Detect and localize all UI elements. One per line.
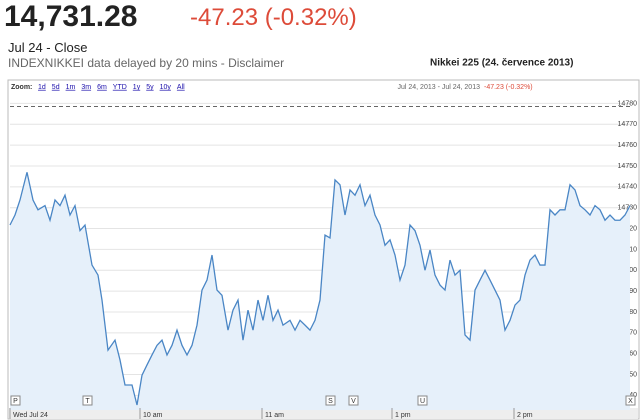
flag[interactable]	[325, 395, 336, 406]
zoom-option[interactable]: 10y	[160, 84, 172, 91]
price: 14,731.28	[4, 0, 138, 33]
flag[interactable]	[82, 395, 93, 406]
x-tick-label: Wed Jul 24	[13, 412, 48, 419]
zoom-label: Zoom:	[11, 84, 32, 91]
zoom-option[interactable]: YTD	[113, 84, 127, 91]
x-tick-label: 11 am	[265, 412, 284, 419]
x-tick-label: 10 am	[143, 412, 163, 419]
chart-title: Nikkei 225 (24. července 2013)	[430, 58, 573, 69]
flag[interactable]	[348, 395, 359, 406]
y-tick-label: 14740	[618, 184, 638, 191]
flag[interactable]	[417, 395, 428, 406]
x-tick-label: 2 pm	[517, 412, 533, 419]
flag-label: P	[13, 398, 18, 405]
zoom-option[interactable]: 6m	[97, 84, 107, 91]
line	[9, 172, 631, 406]
y-tick-label: 14750	[618, 163, 638, 170]
flag-label: T	[85, 398, 90, 405]
y-tick-label: 14780	[618, 100, 638, 107]
status: Jul 24 - Close	[8, 40, 88, 55]
zoom-option[interactable]: 1d	[38, 84, 46, 91]
zoom-option[interactable]: 1m	[66, 84, 76, 91]
zoom-option[interactable]: All	[177, 84, 185, 91]
flag-label: S	[328, 398, 333, 405]
y-tick-label: 14730	[618, 205, 638, 212]
y-tick-label: 14760	[618, 142, 638, 149]
price-change: -47.23 (-0.32%)	[190, 4, 357, 31]
flag-label: V	[351, 398, 356, 405]
flag[interactable]	[10, 395, 21, 406]
zoom-option[interactable]: 5y	[146, 84, 154, 91]
x-tick-label: 1 pm	[395, 412, 411, 419]
range-change: -47.23 (-0.32%)	[484, 84, 533, 91]
delay-note[interactable]: INDEXNIKKEI data delayed by 20 mins - Di…	[8, 56, 285, 70]
y-tick-label: 14770	[618, 121, 638, 128]
flag-label: U	[420, 398, 425, 405]
zoom-option[interactable]: 5d	[52, 84, 60, 91]
zoom-option[interactable]: 1y	[133, 84, 141, 91]
flag[interactable]	[625, 395, 636, 406]
flag-label: X	[628, 398, 633, 405]
x-axis-strip	[9, 408, 638, 419]
range-label: Jul 24, 2013 - Jul 24, 2013	[397, 84, 480, 91]
zoom-option[interactable]: 3m	[81, 84, 91, 91]
